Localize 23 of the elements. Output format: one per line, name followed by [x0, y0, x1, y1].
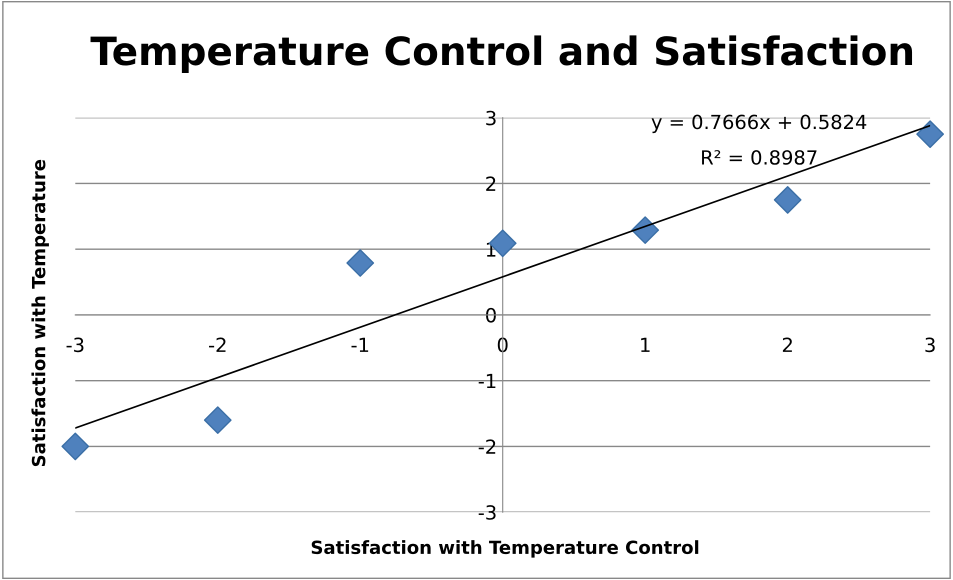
point — [204, 406, 232, 434]
point — [916, 120, 944, 148]
chart-title: Temperature Control and Satisfaction — [90, 35, 912, 74]
y-tick-label: -2 — [478, 439, 496, 454]
x-tick-label: -3 — [66, 338, 84, 352]
y-tick-label: -1 — [478, 374, 496, 388]
x-tick-label: -1 — [351, 338, 368, 352]
x-tick-label: 3 — [925, 338, 935, 352]
x-axis-title: Satisfaction with Temperature Control — [312, 540, 698, 558]
y-tick-label: 2 — [486, 176, 496, 191]
annotation: R² = 0.8987 — [702, 150, 816, 165]
y-tick-label: -3 — [478, 505, 496, 520]
x-tick-label: 2 — [782, 338, 792, 352]
y-axis-title: Satisfaction with Temperature — [31, 160, 49, 466]
y-tick-label: 3 — [486, 110, 496, 126]
x-tick-label: 1 — [641, 338, 650, 352]
annotation: y = 0.7666x + 0.5824 — [652, 114, 866, 134]
point — [61, 432, 90, 460]
point — [631, 216, 660, 244]
x-tick-label: -2 — [209, 338, 226, 352]
point — [346, 249, 374, 277]
x-tick-label: 0 — [498, 338, 508, 352]
point — [774, 186, 802, 214]
